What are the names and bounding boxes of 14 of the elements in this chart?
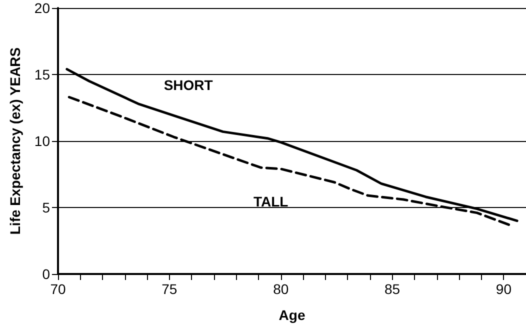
x-tick-label: 75 (162, 281, 178, 297)
x-tick-label: 70 (50, 281, 66, 297)
y-tick-label: 15 (34, 66, 50, 82)
y-tick-label: 10 (34, 133, 50, 149)
y-tick-label: 0 (42, 266, 50, 282)
x-axis-title: Age (278, 307, 306, 323)
y-axis-title: Life Expectancy (ex) YEARS (7, 47, 23, 235)
y-tick-label: 5 (42, 200, 50, 216)
x-tick-label: 90 (496, 281, 512, 297)
series-label: TALL (253, 194, 289, 210)
x-tick-label: 85 (384, 281, 400, 297)
series-label: SHORT (164, 77, 214, 94)
y-tick-label: 20 (34, 0, 50, 16)
x-tick-label: 80 (273, 281, 289, 297)
